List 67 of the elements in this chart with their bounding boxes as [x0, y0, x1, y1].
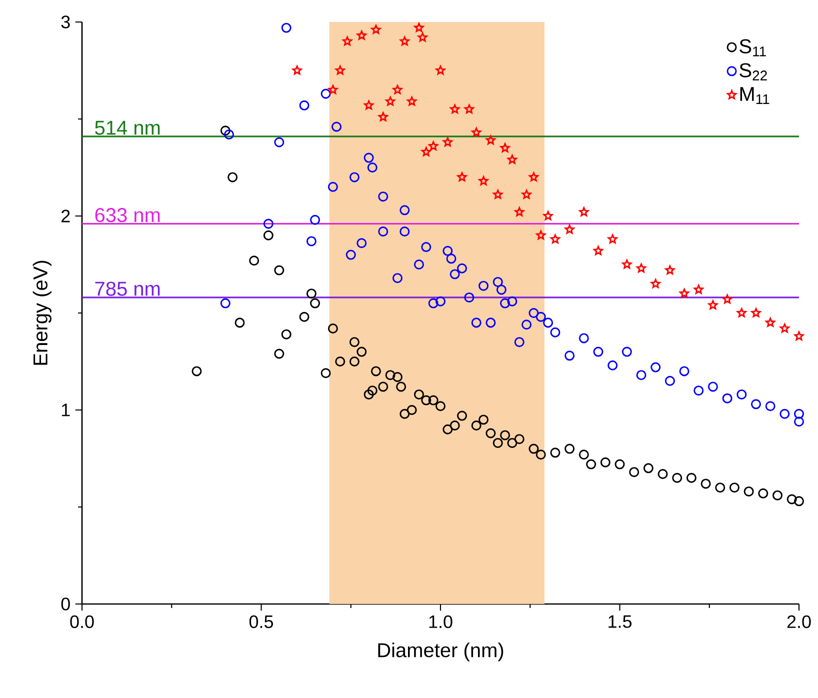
- y-tick-label: 0: [61, 598, 70, 610]
- point: [528, 172, 539, 182]
- y-axis-title: Energy (eV): [32, 260, 52, 365]
- point: [536, 230, 546, 240]
- point: [364, 100, 374, 110]
- point: [478, 176, 488, 186]
- point: [436, 65, 446, 75]
- point: [356, 30, 366, 40]
- legend-label: M$_{11}$: [740, 87, 770, 104]
- point: [665, 265, 675, 274]
- x-tick-label: 0.5: [249, 615, 274, 628]
- point: [543, 210, 553, 220]
- ref-line-label: 785 nm: [95, 282, 160, 296]
- point: [550, 234, 560, 244]
- ref-line-label: 633 nm: [95, 208, 160, 222]
- point: [400, 36, 410, 46]
- point: [292, 65, 302, 75]
- point: [751, 308, 761, 318]
- point: [593, 246, 604, 256]
- point: [622, 259, 632, 269]
- point: [450, 104, 460, 114]
- x-tick-label: 1.0: [429, 615, 452, 628]
- point: [736, 308, 746, 318]
- point: [722, 294, 732, 304]
- x-axis-title: Diameter (nm): [378, 642, 504, 662]
- point: [414, 22, 424, 32]
- point: [579, 207, 589, 216]
- legend-label: S$_{11}$: [740, 39, 766, 56]
- point: [335, 65, 345, 75]
- point: [636, 263, 646, 273]
- x-tick-label: 1.5: [608, 615, 632, 628]
- point: [421, 146, 431, 156]
- point: [493, 190, 503, 199]
- point: [418, 32, 428, 42]
- point: [378, 112, 388, 122]
- x-tick-label: 2.0: [787, 615, 811, 628]
- point: [472, 128, 482, 137]
- point: [608, 234, 618, 244]
- point: [564, 224, 574, 234]
- point: [464, 104, 474, 114]
- point: [694, 284, 704, 294]
- y-tick-label: 2: [62, 210, 70, 222]
- point: [514, 207, 524, 216]
- point: [442, 137, 452, 146]
- point: [650, 278, 660, 288]
- point: [386, 96, 396, 106]
- point: [708, 300, 718, 310]
- point: [371, 24, 381, 34]
- point: [766, 318, 776, 327]
- point: [457, 172, 467, 182]
- point: [780, 324, 790, 333]
- point: [794, 331, 804, 340]
- point: [500, 143, 510, 152]
- point: [522, 190, 532, 199]
- point: [507, 154, 517, 164]
- point: [328, 84, 338, 94]
- x-tick-label: 0.0: [70, 615, 94, 628]
- point: [679, 288, 690, 298]
- point: [342, 36, 352, 46]
- y-tick-label: 1: [62, 404, 70, 416]
- point: [486, 135, 496, 145]
- ref-line-label: 514 nm: [95, 120, 160, 135]
- point: [407, 96, 417, 106]
- y-tick-label: 3: [61, 16, 70, 28]
- legend-label: S$_{22}$: [740, 63, 767, 80]
- point: [392, 84, 402, 94]
- point: [428, 141, 438, 150]
